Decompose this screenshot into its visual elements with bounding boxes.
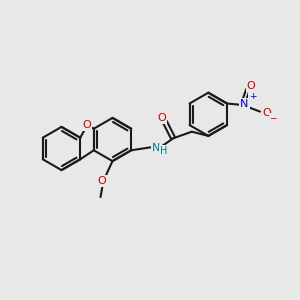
Text: N: N xyxy=(240,99,249,109)
Text: +: + xyxy=(249,92,256,101)
Text: O: O xyxy=(158,113,166,123)
Text: H: H xyxy=(160,146,167,156)
Text: N: N xyxy=(152,143,160,153)
Text: O: O xyxy=(247,81,255,91)
Text: O: O xyxy=(98,176,106,186)
Text: O: O xyxy=(262,108,271,118)
Text: O: O xyxy=(82,120,91,130)
Text: −: − xyxy=(269,114,277,123)
